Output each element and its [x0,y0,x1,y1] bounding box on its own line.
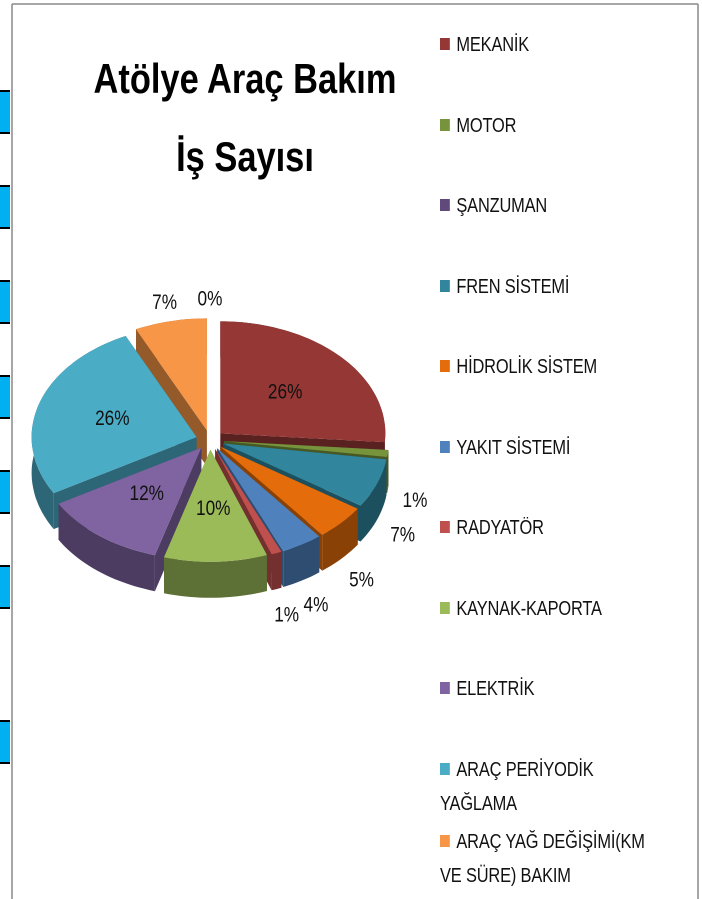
legend-swatch [440,762,450,775]
slice-side [283,536,320,587]
cell [0,185,10,229]
slice-side [58,503,155,592]
legend-swatch [440,279,450,292]
data-label: 4% [304,594,329,617]
cell [0,470,10,514]
legend-entry: RADYATÖR [440,511,652,545]
legend-swatch [440,601,450,614]
legend-label: ARAÇ PERİYODİK YAĞLAMA [440,758,594,815]
slice-top [136,318,207,431]
slice [164,449,267,598]
cell [0,280,10,324]
data-label: 1% [403,490,428,513]
legend-entry: HİDROLİK SİSTEM [440,350,652,384]
legend-label: ELEKTRİK [456,678,535,700]
legend-entry: MOTOR [440,109,652,143]
slice-top [217,448,320,551]
legend-entry: ŞANZUMAN [440,189,652,223]
data-label: 10% [196,497,230,520]
data-label: 5% [349,569,374,592]
pie [31,318,389,598]
slice-top [164,449,267,562]
legend-entry: MEKANİK [440,28,652,62]
legend-swatch [440,834,450,847]
data-label: 26% [268,381,302,404]
slice [58,447,202,592]
legend-entry: YAKIT SİSTEMİ [440,431,652,465]
legend-swatch [440,38,450,50]
slice-top [215,449,282,555]
data-label: 12% [130,483,164,506]
slice-top [223,443,387,506]
legend-swatch [440,682,450,694]
legend-label: ARAÇ YAĞ DEĞİŞİMİ(KM VE SÜRE) BAKIM [440,830,645,887]
legend-swatch [440,521,450,533]
slice-top [223,441,389,457]
legend-label: ŞANZUMAN [456,195,548,217]
cell [0,90,10,134]
legend-label: FREN SİSTEMİ [456,275,570,298]
legend-label: YAKIT SİSTEMİ [456,436,571,459]
slice-side [387,450,389,493]
legend-entry: KAYNAK-KAPORTA [440,592,652,626]
legend-label: RADYATÖR [456,517,544,539]
legend-swatch [440,118,450,131]
legend-entry: ELEKTRİK [440,672,652,706]
legend-entry: FREN SİSTEMİ [440,270,652,304]
legend-label: MOTOR [456,114,517,137]
legend-swatch [440,360,450,372]
legend-entry: ARAÇ YAĞ DEĞİŞİMİ(KM VE SÜRE) BAKIM [440,825,652,893]
slice-side [322,508,358,571]
slice-side [271,551,282,591]
legend-label: KAYNAK-KAPORTA [456,597,602,620]
slice-top [220,321,386,443]
legend-label: MEKANİK [456,34,530,56]
slice-top [31,336,197,494]
data-label: 0% [198,288,223,311]
data-label: 26% [95,407,129,430]
legend-swatch [440,199,450,211]
cell [0,565,10,609]
legend-label: HİDROLİK SİSTEM [456,356,598,378]
cell [0,375,10,419]
data-label: 1% [274,604,299,627]
slice-top [220,446,358,535]
chart-title: Atölye Araç Bakım [94,56,397,103]
slice-side [360,459,387,542]
data-label: 7% [390,524,415,547]
data-label: 7% [152,291,177,314]
legend-swatch [440,440,450,453]
slice-side [164,555,267,598]
slice-top [58,447,202,556]
chart-title: İş Sayısı [176,134,314,181]
legend-entry: ARAÇ PERİYODİK YAĞLAMA [440,753,652,821]
cell [0,720,10,764]
